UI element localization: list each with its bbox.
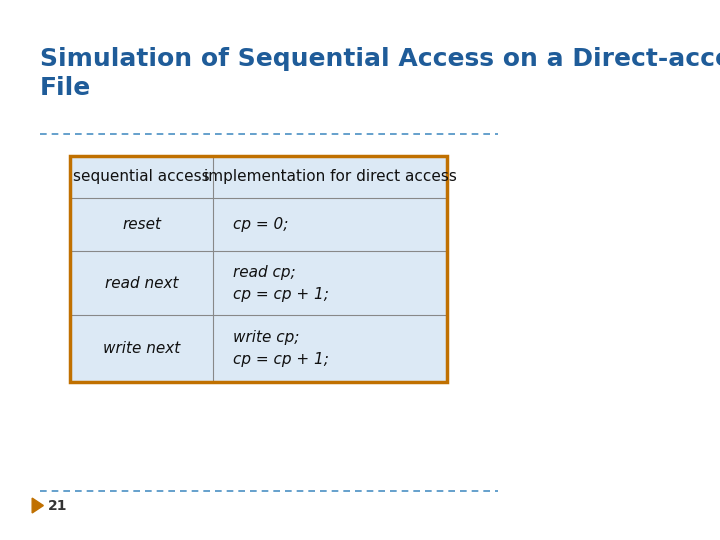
Polygon shape bbox=[32, 498, 43, 513]
Text: read cp;
cp = cp + 1;: read cp; cp = cp + 1; bbox=[233, 265, 329, 302]
Text: implementation for direct access: implementation for direct access bbox=[204, 170, 456, 185]
Text: cp = 0;: cp = 0; bbox=[233, 217, 289, 232]
Text: Simulation of Sequential Access on a Direct-access
File: Simulation of Sequential Access on a Dir… bbox=[40, 46, 720, 100]
Bar bbox=[71, 156, 213, 198]
Text: write cp;
cp = cp + 1;: write cp; cp = cp + 1; bbox=[233, 330, 329, 367]
Bar bbox=[71, 315, 213, 382]
Bar bbox=[213, 156, 447, 198]
Text: 21: 21 bbox=[48, 498, 67, 512]
Bar bbox=[213, 198, 447, 252]
Bar bbox=[71, 252, 213, 315]
Bar bbox=[213, 252, 447, 315]
Bar bbox=[71, 156, 447, 382]
Text: write next: write next bbox=[103, 341, 180, 356]
Bar bbox=[71, 198, 213, 252]
Text: read next: read next bbox=[105, 276, 179, 291]
Text: reset: reset bbox=[122, 217, 161, 232]
Text: sequential access: sequential access bbox=[73, 170, 210, 185]
Bar bbox=[213, 315, 447, 382]
